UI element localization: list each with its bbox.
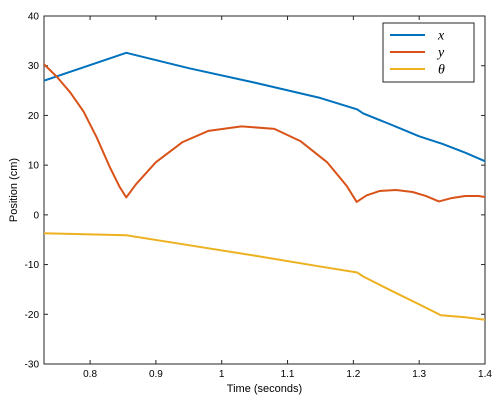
x-tick-label: 1.2 [346,369,360,380]
legend-label: x [437,29,445,44]
y-tick-label: 20 [28,111,40,122]
y-tick-label: -30 [25,360,40,371]
x-tick-label: 1.1 [281,369,295,380]
x-axis-label: Time (seconds) [227,383,302,395]
series-line-0 [44,51,485,163]
legend-label: θ [438,63,445,78]
x-tick-label: 1 [219,369,225,380]
legend-label: y [436,46,445,61]
y-tick-label: -20 [25,310,40,321]
y-tick-label: 30 [28,61,40,72]
x-tick-label: 1.3 [412,369,426,380]
y-tick-label: 40 [28,12,40,23]
x-tick-label: 0.8 [83,369,97,380]
series-line-1 [44,63,485,203]
y-tick-label: -10 [25,260,40,271]
y-tick-label: 0 [33,210,39,221]
x-tick-label: 0.9 [149,369,163,380]
y-axis-label: Position (cm) [8,158,20,222]
y-tick-label: 10 [28,161,40,172]
series-line-2 [44,232,485,321]
x-tick-label: 1.4 [478,369,492,380]
